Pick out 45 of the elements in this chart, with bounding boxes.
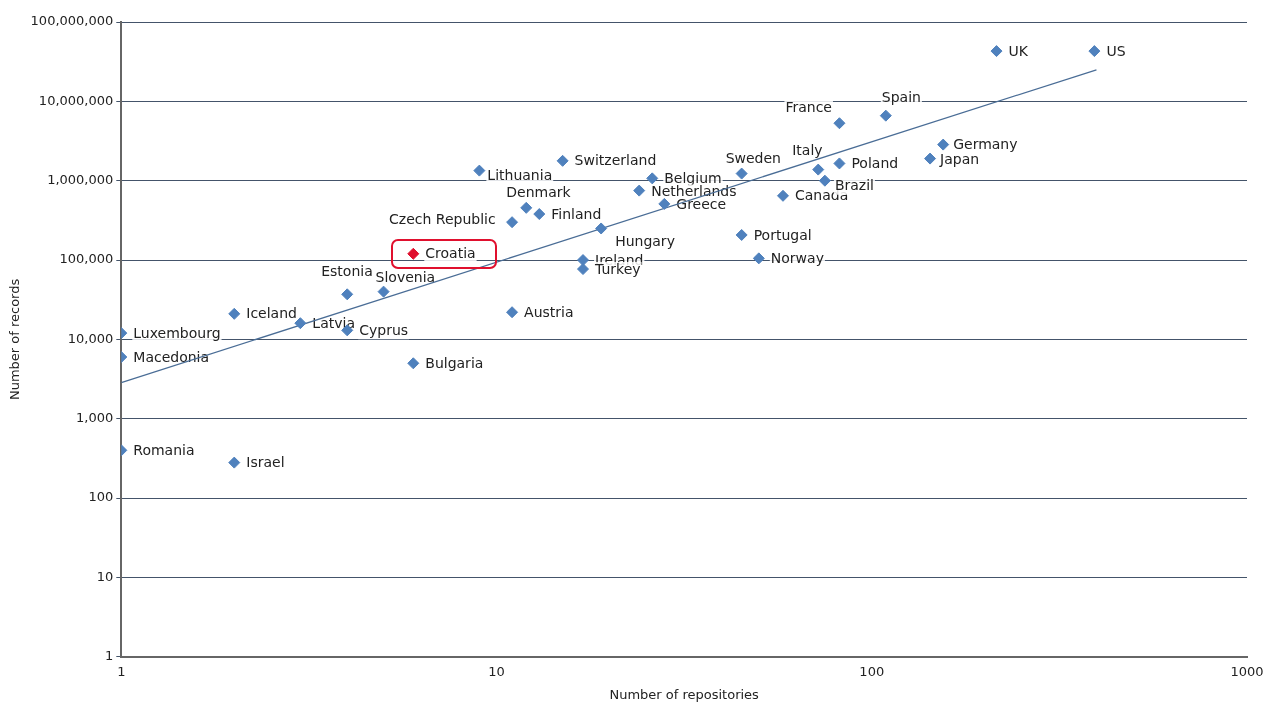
annotation: Austria bbox=[524, 303, 574, 320]
annotation: Spain bbox=[881, 89, 921, 106]
annotation: Switzerland bbox=[574, 152, 657, 169]
annotation: Czech Republic bbox=[389, 210, 496, 227]
annotation: Sweden bbox=[725, 150, 781, 167]
annotation: US bbox=[1106, 42, 1126, 59]
x-tick-label: 100 bbox=[859, 663, 885, 679]
y-tick-label: 10,000,000 bbox=[38, 92, 114, 108]
annotation: Cyprus bbox=[359, 322, 409, 338]
annotation: Macedonia bbox=[133, 348, 210, 365]
annotation: Hungary bbox=[615, 233, 675, 250]
annotation: Poland bbox=[851, 155, 899, 172]
y-tick-label: 100 bbox=[88, 489, 114, 505]
annotation: Japan bbox=[939, 151, 980, 168]
x-tick-label: 10 bbox=[488, 663, 505, 679]
annotation: Portugal bbox=[753, 226, 812, 243]
annotation: Belgium bbox=[664, 170, 722, 187]
annotation: UK bbox=[1008, 42, 1029, 59]
y-tick-label: 100,000 bbox=[59, 251, 114, 267]
y-tick-label: 1,000,000 bbox=[47, 172, 114, 188]
y-tick-label: 1,000 bbox=[76, 410, 114, 426]
annotation: Israel bbox=[246, 454, 285, 471]
annotation: Italy bbox=[792, 142, 823, 159]
y-tick-label: 100,000,000 bbox=[30, 13, 114, 29]
annotation: Iceland bbox=[246, 305, 297, 322]
annotation: Luxembourg bbox=[133, 324, 221, 341]
annotation: Latvia bbox=[312, 314, 355, 331]
annotation: Romania bbox=[133, 441, 195, 458]
y-tick-label: 1 bbox=[105, 648, 114, 664]
annotation: Estonia bbox=[321, 262, 373, 279]
annotation: Germany bbox=[953, 136, 1018, 153]
annotation: France bbox=[785, 98, 832, 115]
annotation: Norway bbox=[770, 250, 824, 267]
y-tick-label: 10,000 bbox=[67, 330, 114, 346]
y-axis-title: Number of records bbox=[7, 278, 23, 401]
annotation: Lithuania bbox=[487, 167, 553, 184]
x-tick-label: 1000 bbox=[1230, 663, 1264, 679]
x-tick-label: 1 bbox=[117, 663, 126, 679]
x-axis-title: Number of repositories bbox=[609, 686, 760, 702]
annotation: Slovenia bbox=[375, 269, 436, 286]
annotation: Finland bbox=[551, 205, 602, 222]
y-tick-label: 10 bbox=[96, 568, 114, 584]
annotation: Bulgaria bbox=[425, 354, 484, 371]
annotation: Denmark bbox=[506, 184, 572, 201]
annotation: Croatia bbox=[425, 245, 476, 262]
